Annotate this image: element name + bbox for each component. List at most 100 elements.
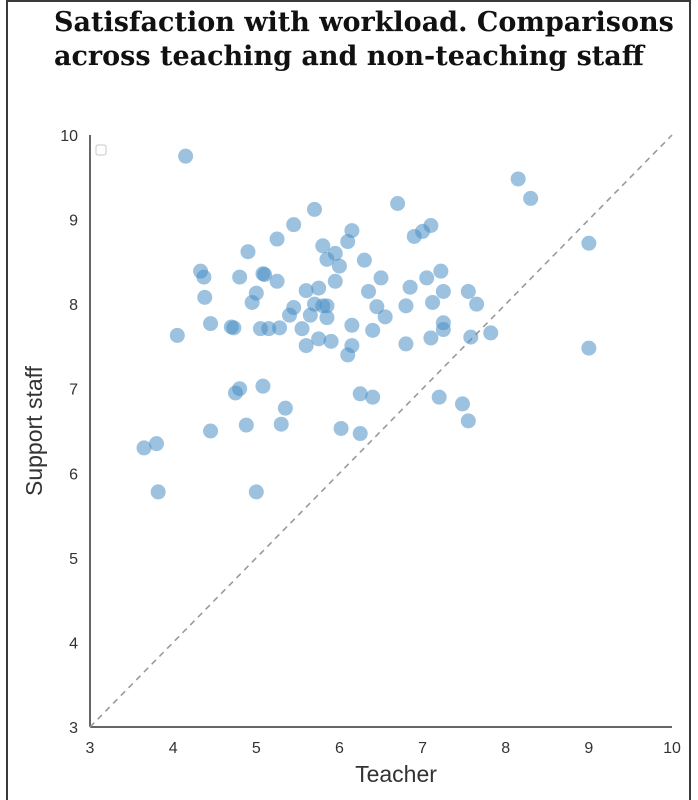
scatter-point [226, 320, 242, 336]
scatter-point [483, 325, 499, 341]
axes [89, 135, 672, 728]
scatter-point [277, 400, 293, 416]
reference-line-group [89, 134, 673, 728]
scatter-point [178, 148, 194, 164]
y-axis-label: Support staff [21, 365, 47, 496]
scatter-point [344, 317, 360, 333]
scatter-point [469, 296, 485, 312]
x-tick-label: 7 [418, 740, 427, 757]
scatter-point [261, 321, 277, 337]
scatter-point [463, 329, 479, 345]
scatter-point [402, 279, 418, 295]
scatter-point [327, 273, 343, 289]
scatter-point [228, 385, 243, 401]
scatter-point [398, 336, 414, 352]
scatter-point [196, 269, 212, 285]
scatter-point [203, 423, 219, 439]
scatter-point [302, 307, 318, 323]
scatter-point [150, 484, 166, 500]
x-tick-label: 6 [335, 740, 344, 757]
legend-placeholder-box [95, 144, 107, 156]
scatter-point [581, 235, 597, 251]
scatter-point [454, 396, 470, 412]
scatter-point [319, 298, 335, 314]
scatter-point [352, 386, 368, 402]
scatter-point [340, 234, 356, 250]
scatter-point [331, 258, 347, 274]
chart-frame [6, 0, 691, 800]
scatter-point [361, 283, 377, 299]
scatter-point [356, 252, 372, 268]
scatter-point [433, 263, 449, 279]
x-tick-label: 9 [584, 740, 593, 757]
scatter-point [333, 420, 349, 436]
scatter-point [298, 283, 314, 299]
y-tick-label: 9 [69, 213, 78, 230]
scatter-point [294, 321, 310, 337]
scatter-point [365, 389, 381, 405]
y-tick-label: 4 [69, 635, 78, 652]
scatter-point [319, 251, 335, 267]
scatter-point [406, 228, 422, 244]
scatter-point [510, 171, 526, 187]
y-tick-label: 5 [69, 551, 78, 568]
scatter-point [352, 426, 368, 442]
scatter-point [423, 330, 439, 346]
reference-line [89, 134, 673, 728]
scatter-point [269, 231, 285, 247]
scatter-point [244, 294, 260, 310]
scatter-point [269, 273, 285, 289]
y-tick-label: 3 [69, 720, 78, 737]
scatter-point [298, 338, 314, 354]
x-tick-label: 10 [663, 740, 681, 757]
scatter-point [365, 322, 381, 338]
tick-labels: 3 4 5 6 7 8 9 10 3 4 5 6 7 8 9 10 [60, 128, 681, 757]
data-points [136, 148, 597, 500]
scatter-point [323, 333, 339, 349]
scatter-point [255, 378, 271, 394]
y-tick-label: 8 [69, 297, 78, 314]
x-tick-label: 4 [169, 740, 178, 757]
scatter-point [248, 484, 264, 500]
x-tick-label: 3 [86, 740, 95, 757]
scatter-point [419, 270, 435, 286]
x-tick-label: 8 [501, 740, 510, 757]
scatter-point [460, 413, 476, 429]
scatter-point [311, 331, 327, 347]
scatter-point [273, 416, 289, 432]
scatter-point [425, 294, 441, 310]
scatter-point [272, 320, 288, 336]
y-tick-label: 10 [60, 128, 78, 145]
scatter-point [340, 347, 356, 363]
chart-title: Satisfaction with workload. Comparisons … [54, 7, 674, 72]
x-axis-label: Teacher [355, 761, 437, 787]
scatter-point [203, 316, 219, 332]
scatter-point [435, 283, 451, 299]
scatter-point [311, 280, 327, 296]
scatter-point [460, 283, 476, 299]
scatter-point [431, 389, 447, 405]
scatter-point [232, 269, 248, 285]
scatter-point [373, 270, 389, 286]
y-tick-label: 6 [69, 466, 78, 483]
scatter-point [286, 217, 302, 233]
scatter-point [369, 299, 385, 315]
scatter-point [390, 196, 406, 212]
scatter-point [169, 327, 185, 343]
scatter-point [197, 289, 213, 305]
scatter-point [149, 436, 165, 452]
scatter-point [257, 267, 273, 283]
scatter-point [238, 417, 254, 433]
y-tick-label: 7 [69, 382, 78, 399]
scatter-point [282, 307, 298, 323]
x-tick-label: 5 [252, 740, 261, 757]
scatter-point [319, 310, 335, 326]
scatter-point [377, 309, 393, 325]
scatter-point [435, 322, 451, 338]
scatter-point [523, 190, 539, 206]
scatter-point [315, 238, 331, 254]
scatter-point [306, 201, 322, 217]
scatter-point [240, 244, 256, 260]
scatter-point [398, 298, 414, 314]
